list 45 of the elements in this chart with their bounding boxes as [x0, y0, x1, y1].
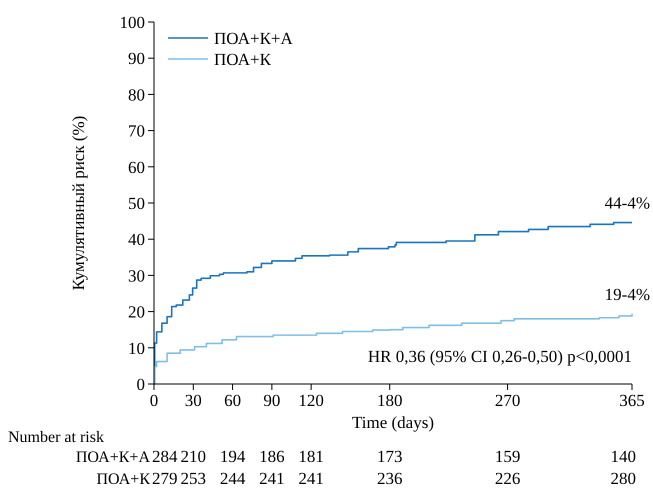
text: 253	[180, 469, 206, 488]
x-tick-label: 30	[184, 391, 202, 410]
text: 279	[152, 469, 178, 488]
text: 284	[152, 447, 178, 466]
x-tick-label: 120	[298, 391, 324, 410]
text: 194	[220, 447, 246, 466]
text: 280	[610, 469, 636, 488]
text: 236	[376, 469, 402, 488]
text: 173	[376, 447, 402, 466]
x-tick-label: 270	[494, 391, 520, 410]
text: 226	[494, 469, 520, 488]
text: 181	[298, 447, 324, 466]
text: 241	[298, 469, 324, 488]
x-axis-title: Time (days)	[352, 413, 434, 432]
y-tick-label: 100	[120, 12, 145, 32]
text: 210	[180, 447, 206, 466]
x-tick-label: 180	[376, 391, 402, 410]
text: ПОА+К	[96, 471, 150, 488]
x-tick-label: 365	[619, 391, 645, 410]
annotation: HR 0,36 (95% CI 0,26-0,50) p<0,0001	[368, 347, 632, 366]
text: 244	[220, 469, 246, 488]
y-tick-label: 80	[128, 85, 145, 104]
text: ПОА+К+А	[76, 449, 150, 466]
text: 186	[259, 447, 285, 466]
y-tick-label: 10	[128, 338, 145, 358]
x-tick-label: 60	[224, 391, 242, 410]
x-tick-label: 0	[150, 391, 158, 410]
text: 140	[610, 447, 636, 466]
text: 159	[494, 447, 520, 466]
legend-label: ПОА+К	[214, 50, 272, 69]
y-tick-label: 90	[128, 49, 145, 68]
legend-label: ПОА+К+А	[214, 28, 294, 48]
annotation: 44-4%	[604, 194, 650, 213]
text: Number at risk	[8, 429, 104, 446]
y-tick-label: 60	[128, 158, 145, 177]
y-tick-label: 0	[136, 374, 145, 394]
y-tick-label: 70	[128, 122, 145, 141]
y-tick-label: 20	[128, 302, 145, 322]
y-tick-label: 30	[128, 266, 145, 286]
x-tick-label: 90	[263, 391, 280, 410]
y-tick-label: 50	[128, 194, 145, 213]
text: 241	[259, 469, 285, 488]
y-axis-title: Кумулятивный риск (%)	[69, 116, 88, 290]
annotation: 19-4%	[604, 284, 650, 304]
y-tick-label: 40	[128, 230, 145, 250]
